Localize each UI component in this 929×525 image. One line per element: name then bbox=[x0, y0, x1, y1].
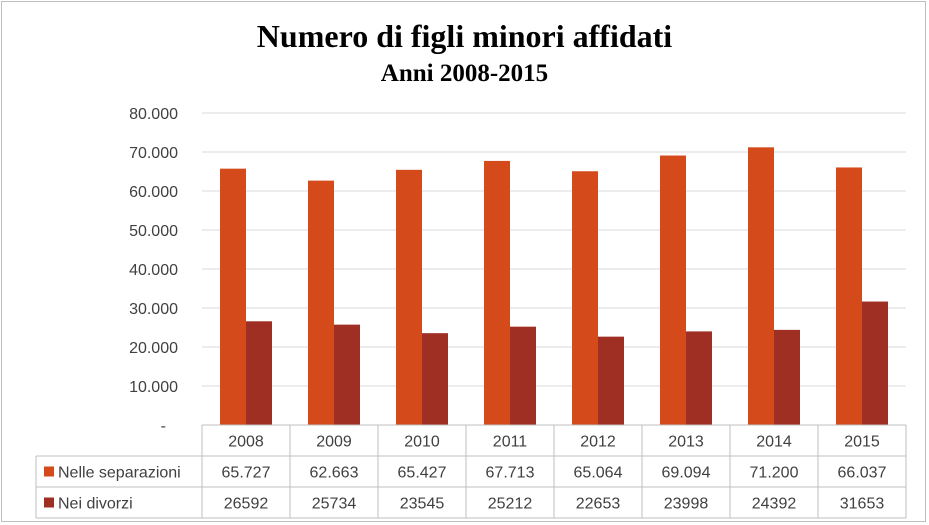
data-label: 65.727 bbox=[222, 465, 271, 482]
data-label: 67.713 bbox=[486, 465, 535, 482]
bar-nei-divorzi bbox=[246, 321, 272, 425]
data-label: 71.200 bbox=[750, 465, 799, 482]
y-tick-label: 70.000 bbox=[129, 145, 178, 162]
y-tick-label: 50.000 bbox=[129, 223, 178, 240]
data-label: 23998 bbox=[664, 496, 709, 513]
data-label: 31653 bbox=[840, 496, 885, 513]
x-tick-label: 2015 bbox=[844, 434, 880, 451]
x-tick-label: 2010 bbox=[404, 434, 440, 451]
legend-swatch bbox=[44, 466, 54, 477]
y-tick-label: 30.000 bbox=[129, 301, 178, 318]
bar-nelle-separazioni bbox=[748, 147, 774, 425]
x-tick-label: 2008 bbox=[228, 434, 264, 451]
y-tick-label: 60.000 bbox=[129, 184, 178, 201]
bar-nei-divorzi bbox=[862, 301, 888, 425]
bar-nei-divorzi bbox=[686, 331, 712, 425]
data-label: 24392 bbox=[752, 496, 797, 513]
bar-nelle-separazioni bbox=[836, 167, 862, 426]
y-tick-label: 80.000 bbox=[129, 106, 178, 123]
x-tick-label: 2009 bbox=[316, 434, 352, 451]
data-label: 62.663 bbox=[310, 465, 359, 482]
bar-nelle-separazioni bbox=[220, 168, 246, 425]
bar-nei-divorzi bbox=[774, 329, 800, 425]
bar-nelle-separazioni bbox=[572, 171, 598, 425]
data-label: 65.064 bbox=[574, 465, 623, 482]
bar-nei-divorzi bbox=[510, 326, 536, 425]
y-tick-label: 10.000 bbox=[129, 379, 178, 396]
y-tick-label: - bbox=[161, 418, 166, 435]
legend-label: Nei divorzi bbox=[58, 496, 133, 513]
y-tick-label: 20.000 bbox=[129, 340, 178, 357]
data-label: 25734 bbox=[312, 496, 357, 513]
chart-subtitle: Anni 2008-2015 bbox=[380, 60, 549, 87]
x-tick-label: 2013 bbox=[668, 434, 704, 451]
bar-nei-divorzi bbox=[334, 324, 360, 425]
bar-nelle-separazioni bbox=[660, 155, 686, 426]
data-label: 25212 bbox=[488, 496, 533, 513]
bar-nei-divorzi bbox=[422, 333, 448, 425]
bar-nei-divorzi bbox=[598, 336, 624, 425]
y-tick-label: 40.000 bbox=[129, 262, 178, 279]
bar-nelle-separazioni bbox=[484, 160, 510, 425]
data-label: 69.094 bbox=[662, 465, 711, 482]
chart-title: Numero di figli minori affidati bbox=[256, 18, 673, 54]
legend-label: Nelle separazioni bbox=[58, 465, 181, 482]
legend-swatch bbox=[44, 497, 54, 508]
data-label: 65.427 bbox=[398, 465, 447, 482]
bar-nelle-separazioni bbox=[308, 180, 334, 425]
data-label: 66.037 bbox=[838, 465, 887, 482]
data-label: 26592 bbox=[224, 496, 269, 513]
x-tick-label: 2012 bbox=[580, 434, 616, 451]
x-tick-label: 2011 bbox=[493, 434, 528, 451]
bar-nelle-separazioni bbox=[396, 169, 422, 425]
x-tick-label: 2014 bbox=[756, 434, 792, 451]
data-label: 23545 bbox=[400, 496, 445, 513]
data-label: 22653 bbox=[576, 496, 621, 513]
